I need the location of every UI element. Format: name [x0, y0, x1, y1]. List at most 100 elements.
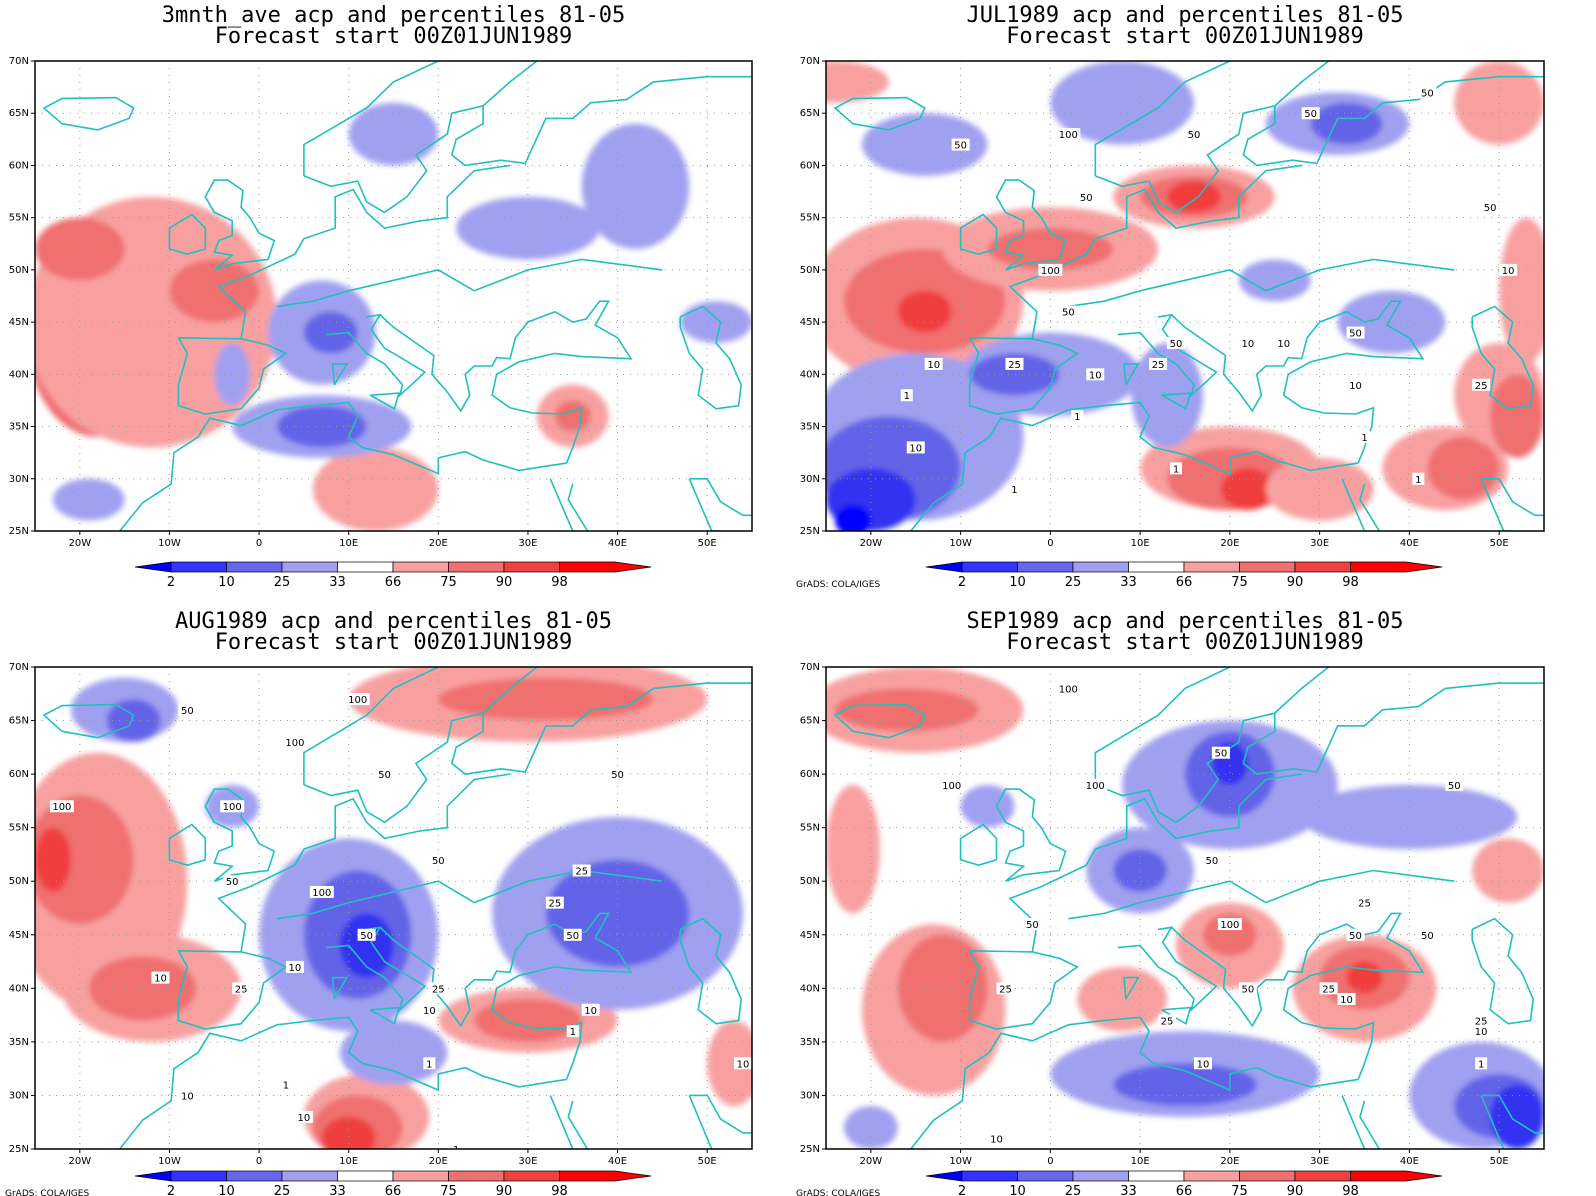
coastlines: [833, 61, 1544, 531]
colorbar-arrow-left: [925, 561, 963, 573]
panel-subtitle: Forecast start 00Z01JUN1989: [1006, 24, 1364, 49]
contour-label: 10: [990, 1134, 1003, 1145]
colorbar-label: 90: [496, 1184, 513, 1196]
lat-tick-label: 35N: [800, 1037, 820, 1048]
lat-tick-label: 30N: [9, 1090, 29, 1101]
percentile-shading-10: [339, 913, 394, 978]
contour-label-bg: [545, 896, 564, 909]
percentile-shading-10: [1490, 1084, 1544, 1149]
contour-label-bg: [1005, 357, 1024, 370]
contour-label-bg: [450, 1143, 463, 1149]
colorbar-label: 10: [1009, 1184, 1026, 1196]
contour-label-bg: [420, 1003, 439, 1016]
contour-label-bg: [996, 982, 1015, 995]
contour-label: 50: [360, 931, 373, 942]
contour-label-bg: [939, 778, 964, 791]
contour-label-bg: [357, 928, 376, 941]
colorbar-label: 66: [385, 1184, 402, 1196]
lon-tick-label: 20W: [860, 1156, 883, 1167]
contour-label-bg: [563, 928, 582, 941]
percentile-shading-66: [1499, 217, 1544, 364]
contour-label-bg: [178, 703, 197, 716]
contour-label: 50: [1484, 203, 1497, 214]
colorbar-segment: [1294, 1170, 1351, 1182]
percentile-shading-75: [438, 677, 654, 721]
percentile-shading-33: [680, 301, 752, 343]
lon-tick-label: 30E: [1310, 538, 1329, 549]
lon-tick-label: 40E: [1400, 538, 1419, 549]
contour-label-bg: [1083, 778, 1108, 791]
lat-tick-label: 55N: [800, 823, 820, 834]
percentile-shading-33: [1238, 259, 1311, 302]
lon-tick-label: 50E: [698, 1156, 717, 1167]
colorbar-label: 2: [167, 575, 175, 590]
contour-label-bg: [900, 389, 913, 402]
contour-label: 10: [1241, 339, 1254, 350]
colorbar: 2 10 25 33 66 75 90 98: [925, 561, 1443, 590]
colorbar-segment: [281, 561, 338, 573]
lat-tick-label: 65N: [800, 108, 820, 119]
lat-tick-label: 25N: [800, 1144, 820, 1155]
percentile-shading-33: [456, 196, 600, 260]
lat-tick-label: 65N: [9, 108, 29, 119]
contour-label-bg: [1355, 896, 1374, 909]
colorbar-label: 98: [551, 575, 568, 590]
colorbar-segment: [1017, 561, 1074, 573]
contour-label-bg: [1193, 1057, 1212, 1070]
lon-tick-label: 30E: [1310, 1156, 1329, 1167]
lat-tick-label: 55N: [800, 213, 820, 224]
colorbar-arrow-right: [559, 1170, 652, 1182]
contour-label: 50: [432, 856, 445, 867]
contour-label: 50: [226, 877, 239, 888]
colorbar: 2 10 25 33 66 75 90 98: [134, 1170, 652, 1196]
percentile-shading-75: [88, 956, 197, 1021]
lat-tick-label: 25N: [9, 526, 29, 537]
lat-tick-label: 60N: [800, 769, 820, 780]
contour-label: 50: [378, 770, 391, 781]
percentile-shading-75: [554, 400, 591, 432]
colorbar-label: 75: [1231, 575, 1248, 590]
percentile-shading-66: [826, 784, 880, 914]
percentile-shading-90: [1346, 961, 1383, 994]
contour-label-bg: [49, 800, 74, 813]
contour-label-bg: [1056, 682, 1081, 695]
colorbar-segment: [1072, 1170, 1129, 1182]
contour-label-bg: [1086, 368, 1105, 381]
contour-label-bg: [1418, 928, 1437, 941]
contour-label: 10: [181, 1091, 194, 1102]
lat-tick-label: 40N: [9, 369, 29, 380]
map-frame: [34, 60, 753, 532]
colorbar-label: 2: [958, 575, 966, 590]
contour-label-bg: [1023, 918, 1042, 931]
map-panel: JUL1989 acp and percentiles 81-05Forecas…: [796, 3, 1545, 590]
contour-label-bg: [1412, 472, 1425, 485]
contour-label: 25: [575, 867, 588, 878]
contour-label: 100: [52, 802, 71, 813]
contour-label: 100: [942, 781, 961, 792]
colorbar: 2 10 25 33 66 75 90 98: [134, 561, 652, 590]
panel-subtitle: Forecast start 00Z01JUN1989: [1006, 630, 1364, 655]
contour-label: 50: [1080, 193, 1093, 204]
lon-tick-label: 10W: [158, 538, 181, 549]
contour-label-bg: [1346, 378, 1365, 391]
percentile-shading-75: [169, 259, 260, 323]
percentile-shading-66: [707, 1020, 752, 1107]
colorbar-label: 25: [274, 575, 291, 590]
lat-tick-label: 60N: [9, 769, 29, 780]
lat-tick-label: 45N: [800, 930, 820, 941]
lon-tick-label: 0: [256, 538, 262, 549]
colorbar-segment: [961, 561, 1018, 573]
contour-label: 10: [1349, 381, 1362, 392]
lon-tick-label: 10W: [158, 1156, 181, 1167]
colorbar-segment: [503, 1170, 560, 1182]
contour-label: 10: [289, 963, 302, 974]
lon-tick-label: 50E: [1490, 538, 1509, 549]
contour-label: 50: [181, 706, 194, 717]
lon-tick-label: 20E: [1220, 538, 1239, 549]
contour-label-bg: [1158, 1014, 1177, 1027]
contour-label-bg: [1445, 778, 1464, 791]
percentile-shading-33: [1337, 290, 1446, 354]
contour-label: 25: [1322, 984, 1335, 995]
map-frame: [825, 60, 1545, 532]
percentile-shading-75: [35, 217, 125, 281]
